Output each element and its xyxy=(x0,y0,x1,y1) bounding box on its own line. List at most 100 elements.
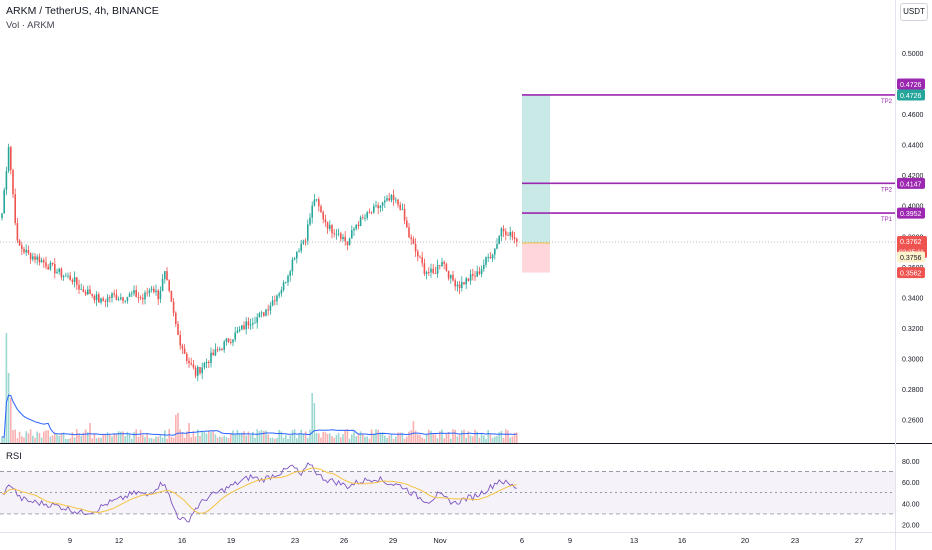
volume-bar xyxy=(32,435,34,443)
volume-bar xyxy=(252,431,254,443)
symbol-title[interactable]: ARKM / TetherUS, 4h, BINANCE xyxy=(6,5,159,17)
candle-body xyxy=(307,224,309,241)
candle-body xyxy=(216,349,219,351)
candle-body xyxy=(238,329,241,331)
currency-unit-button[interactable]: USDT xyxy=(900,3,928,21)
tp1-level-tag: TP1 xyxy=(881,217,893,223)
candle-body xyxy=(27,249,30,254)
volume-bar xyxy=(359,431,362,443)
candle-body xyxy=(452,274,454,281)
volume-bar xyxy=(117,431,120,443)
volume-bar xyxy=(225,437,228,443)
volume-bar xyxy=(324,432,327,443)
volume-bar xyxy=(80,435,82,443)
candle-body xyxy=(384,200,386,203)
volume-bar xyxy=(441,429,443,443)
candle-body xyxy=(296,251,298,259)
candle-body xyxy=(344,236,346,242)
candle-body xyxy=(166,271,168,281)
candle-body xyxy=(256,317,258,323)
candle-body xyxy=(194,367,197,376)
candle-body xyxy=(95,294,98,301)
volume-bar xyxy=(258,431,261,443)
volume-bar xyxy=(5,333,8,443)
time-tick-label: 16 xyxy=(678,536,686,545)
volume-bar xyxy=(236,429,239,443)
volume-bar xyxy=(474,429,476,443)
volume-bar xyxy=(278,429,280,443)
volume-bar xyxy=(300,429,302,443)
time-tick-label: 12 xyxy=(115,536,123,545)
volume-bar xyxy=(203,431,206,443)
volume-bar xyxy=(27,433,30,443)
candle-body xyxy=(133,290,135,294)
candle-body xyxy=(212,352,214,356)
candle-body xyxy=(67,275,69,277)
volume-bar xyxy=(344,429,346,443)
candle-body xyxy=(71,280,74,283)
volume-bar xyxy=(144,437,146,443)
volume-bar xyxy=(177,413,179,443)
candle-body xyxy=(60,268,63,278)
volume-bar xyxy=(458,434,461,443)
time-tick-label: Nov xyxy=(433,536,447,545)
candle-body xyxy=(502,228,505,232)
candle-body xyxy=(230,342,232,343)
candle-body xyxy=(333,233,335,235)
candle-body xyxy=(252,323,254,325)
volume-bar xyxy=(489,434,492,443)
candle-body xyxy=(128,293,131,297)
volume-bar xyxy=(366,436,368,443)
volume-bar xyxy=(227,438,230,443)
level-lines: TP2 TP2 TP1 xyxy=(0,94,895,243)
volume-bar xyxy=(463,429,465,443)
candle-body xyxy=(304,240,307,242)
volume-bar xyxy=(183,437,186,443)
time-tick-label: 20 xyxy=(741,536,749,545)
candle-body xyxy=(29,253,32,260)
candle-body xyxy=(126,296,129,301)
candle-body xyxy=(18,240,21,246)
price-tick-label: 0.3000 xyxy=(902,356,924,363)
volume-bar xyxy=(62,432,65,443)
volume-bar xyxy=(390,433,393,443)
volume-bar xyxy=(161,437,164,443)
candle-body xyxy=(148,290,151,294)
candle-body xyxy=(137,296,140,298)
candle-body xyxy=(461,282,463,288)
candle-body xyxy=(164,271,166,280)
candle-body xyxy=(412,239,415,244)
candle-body xyxy=(507,234,509,236)
volume-bar xyxy=(172,437,175,443)
volume-bar xyxy=(410,430,412,443)
candle-body xyxy=(377,205,379,209)
volume-bar xyxy=(223,435,225,443)
volume-bar xyxy=(298,433,300,443)
tp1-price-badge-bg xyxy=(897,207,925,219)
candle-body xyxy=(291,259,294,272)
volume-bar xyxy=(469,435,472,443)
volume-bar xyxy=(452,429,454,443)
volume-bar xyxy=(384,435,386,443)
volume-bar xyxy=(296,438,298,443)
candle-body xyxy=(421,257,423,264)
candle-body xyxy=(245,321,247,330)
volume-bar xyxy=(381,432,384,443)
volume-bar xyxy=(287,438,289,443)
rsi-pane: 80.00 60.00 40.00 20.00 xyxy=(0,459,920,530)
volume-bar xyxy=(485,438,487,443)
candle-body xyxy=(458,284,461,288)
candle-body xyxy=(392,195,395,200)
candle-body xyxy=(109,297,111,299)
candle-body xyxy=(106,297,109,302)
candle-body xyxy=(54,264,56,274)
volume-legend[interactable]: Vol · ARKM xyxy=(6,20,55,31)
candle-body xyxy=(324,219,327,223)
candle-body xyxy=(318,199,320,207)
rsi-legend[interactable]: RSI xyxy=(6,451,22,462)
candle-body xyxy=(463,282,465,285)
volume-bar xyxy=(166,438,168,443)
volume-bar xyxy=(254,438,256,443)
candle-body xyxy=(434,272,437,274)
